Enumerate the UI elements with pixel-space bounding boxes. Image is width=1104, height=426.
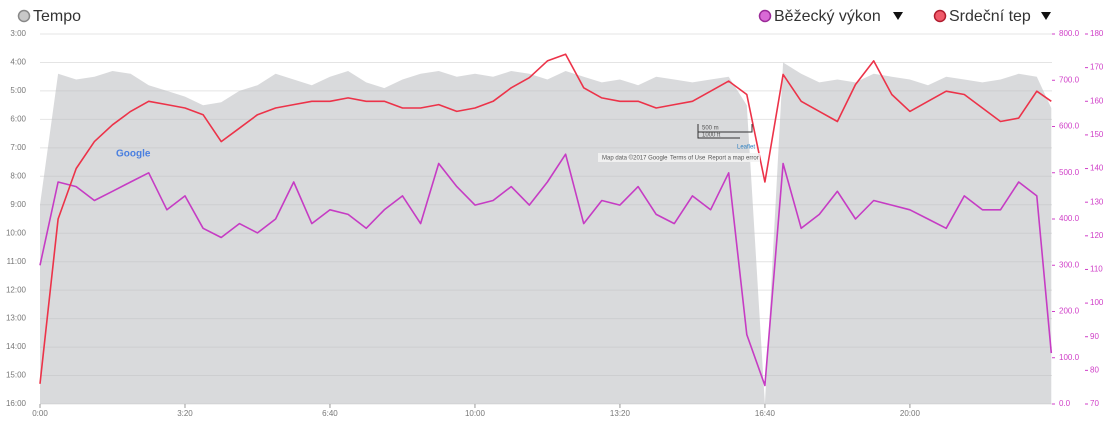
y2-tick-label: 700.0 <box>1059 75 1080 84</box>
attribution-text[interactable]: Terms of Use <box>670 156 706 162</box>
legend: Tempo Běžecký výkon Srdeční tep <box>17 8 1051 25</box>
scale-label: 500 m <box>702 126 719 132</box>
y-tick-label: 4:00 <box>10 58 26 67</box>
map-scale <box>697 124 753 139</box>
legend-icon <box>758 9 772 23</box>
attribution-text: Map data ©2017 Google <box>602 155 668 162</box>
x-tick-label: 6:40 <box>322 409 338 418</box>
y-tick-label: 12:00 <box>6 285 27 294</box>
y2-tick-label: 100.0 <box>1059 353 1080 362</box>
x-tick-label: 20:00 <box>900 409 921 418</box>
y-tick-label: 9:00 <box>10 200 26 209</box>
y2-tick-label: 800.0 <box>1059 29 1080 38</box>
map-attribution: Google Map data ©2017 Google Terms of Us… <box>116 124 760 162</box>
scale-label: 1000 ft <box>702 133 721 139</box>
y2-tick-label: 300.0 <box>1059 260 1080 269</box>
x-tick-label: 0:00 <box>32 409 48 418</box>
legend-label[interactable]: Srdeční tep <box>949 8 1031 25</box>
y3-tick-label: 130 <box>1090 197 1104 206</box>
x-tick-label: 3:20 <box>177 409 193 418</box>
y3-tick-label: 80 <box>1090 365 1099 374</box>
dropdown-arrow[interactable] <box>1041 12 1051 20</box>
y-tick-label: 13:00 <box>6 314 27 323</box>
y-tick-label: 11:00 <box>7 257 27 266</box>
y-tick-label: 10:00 <box>6 228 27 237</box>
y3-tick-label: 100 <box>1090 298 1104 307</box>
legend-icon <box>17 9 31 23</box>
y2-tick-label: 400.0 <box>1059 214 1080 223</box>
y3-tick-label: 90 <box>1090 332 1099 341</box>
y3-tick-label: 150 <box>1090 130 1104 139</box>
y-tick-label: 16:00 <box>6 399 27 408</box>
y-tick-label: 8:00 <box>10 171 26 180</box>
y-tick-label: 6:00 <box>10 114 26 123</box>
attribution-text[interactable]: Leaflet <box>737 145 755 151</box>
legend-icon <box>933 9 947 23</box>
y3-tick-label: 160 <box>1090 96 1104 105</box>
x-tick-label: 10:00 <box>465 409 486 418</box>
y3-tick-label: 170 <box>1090 63 1104 72</box>
pace-area <box>40 62 1052 404</box>
legend-label[interactable]: Běžecký výkon <box>774 8 881 25</box>
y2-tick-label: 600.0 <box>1059 122 1080 131</box>
y3-tick-label: 140 <box>1090 164 1104 173</box>
y-tick-label: 15:00 <box>6 371 27 380</box>
legend-label[interactable]: Tempo <box>33 8 81 25</box>
y2-tick-label: 0.0 <box>1059 399 1071 408</box>
y3-tick-label: 110 <box>1090 265 1103 274</box>
y3-tick-label: 180 <box>1090 29 1104 38</box>
attribution-bg <box>598 153 760 162</box>
y3-tick-label: 120 <box>1090 231 1104 240</box>
x-tick-label: 16:40 <box>755 409 776 418</box>
x-tick-label: 13:20 <box>610 409 631 418</box>
series-line <box>39 53 1052 384</box>
y-tick-label: 14:00 <box>6 342 27 351</box>
y3-tick-label: 70 <box>1090 399 1099 408</box>
map-logo: Google <box>116 149 151 160</box>
y-tick-label: 5:00 <box>10 86 26 95</box>
y-tick-label: 3:00 <box>10 29 26 38</box>
attribution-text[interactable]: Report a map error <box>708 156 759 162</box>
y-tick-label: 7:00 <box>10 143 26 152</box>
y2-tick-label: 200.0 <box>1059 307 1080 316</box>
dropdown-arrow[interactable] <box>893 12 903 20</box>
y2-tick-label: 500.0 <box>1059 168 1080 177</box>
series-line <box>39 153 1053 387</box>
